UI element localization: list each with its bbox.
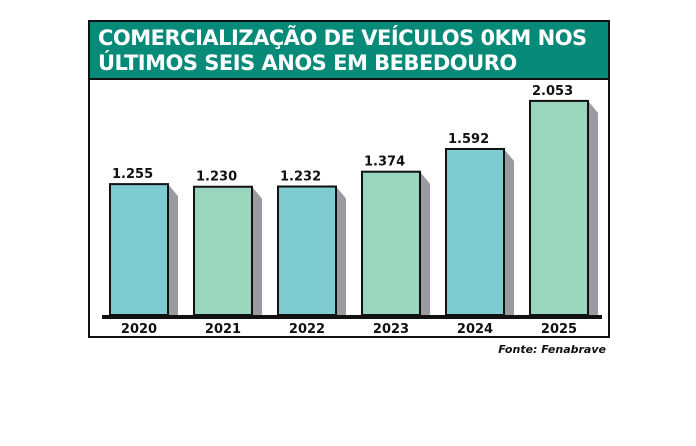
x-axis-line (102, 315, 602, 319)
bar-shadow (168, 184, 178, 315)
x-tick-label: 2022 (289, 322, 325, 337)
value-label: 1.592 (448, 132, 489, 147)
value-label: 1.255 (112, 167, 153, 182)
value-label: 1.374 (364, 155, 405, 170)
bar-2023 (361, 170, 421, 316)
bar-2021 (193, 185, 253, 316)
chart-title: COMERCIALIZAÇÃO DE VEÍCULOS 0KM NOS ÚLTI… (90, 22, 608, 80)
bar-2024 (445, 147, 505, 316)
bar-shadow (336, 186, 346, 315)
x-tick-label: 2021 (205, 322, 241, 337)
x-tick-label: 2020 (121, 322, 157, 337)
bar-2022 (277, 185, 337, 316)
bar-shadow (588, 100, 598, 315)
x-tick-label: 2025 (541, 322, 577, 337)
bar-2020 (109, 183, 169, 316)
value-label: 1.232 (280, 170, 321, 185)
x-tick-label: 2023 (373, 322, 409, 337)
value-label: 2.053 (532, 84, 573, 99)
source-note: Fonte: Fenabrave (498, 343, 606, 356)
bar-2025 (529, 99, 589, 316)
bar-shadow (252, 186, 262, 315)
x-tick-label: 2024 (457, 322, 493, 337)
bar-shadow (504, 148, 514, 315)
bar-shadow (420, 171, 430, 315)
value-label: 1.230 (196, 170, 237, 185)
